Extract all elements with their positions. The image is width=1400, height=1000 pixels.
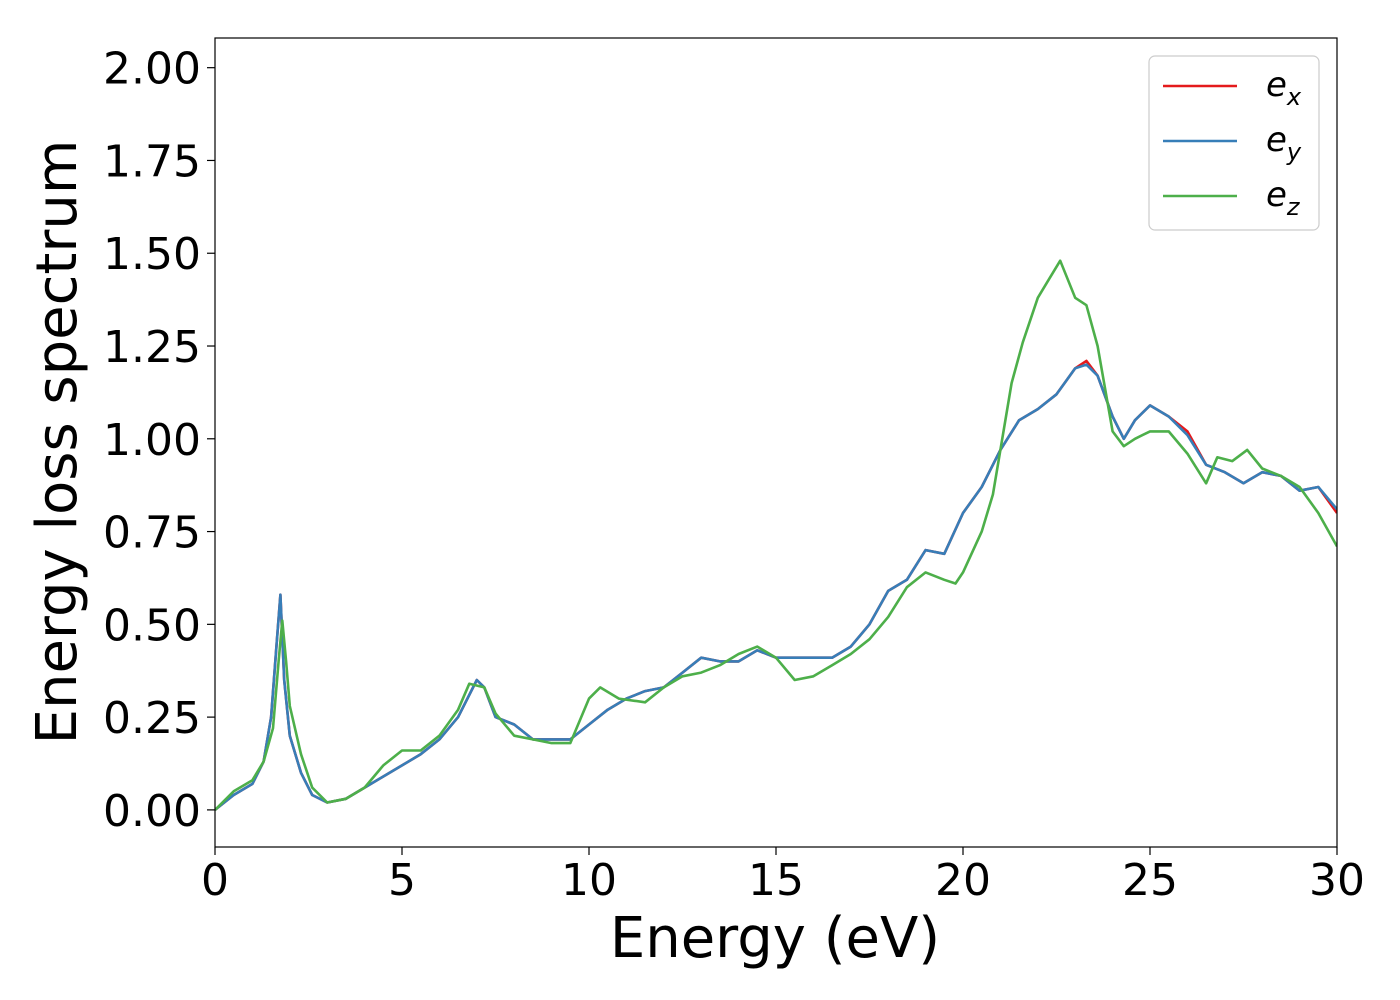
y-tick-label: 2.00 bbox=[103, 44, 201, 95]
legend-label-e_z: ez bbox=[1266, 175, 1301, 221]
x-tick-label: 20 bbox=[935, 855, 991, 906]
y-tick-label: 0.25 bbox=[103, 693, 201, 744]
y-tick-label: 0.50 bbox=[103, 600, 201, 651]
x-axis-title: Energy (eV) bbox=[610, 906, 940, 971]
x-tick-label: 5 bbox=[388, 855, 416, 906]
series-line-e_z bbox=[215, 259, 1337, 811]
legend-label-e_x: ex bbox=[1266, 65, 1302, 111]
x-tick-label: 30 bbox=[1309, 855, 1365, 906]
y-tick-label: 0.00 bbox=[103, 786, 201, 837]
y-tick-label: 1.75 bbox=[103, 136, 201, 187]
legend-label-e_y: ey bbox=[1266, 120, 1302, 166]
legend-box bbox=[1148, 55, 1320, 231]
x-tick-label: 15 bbox=[748, 855, 804, 906]
y-tick-label: 1.00 bbox=[103, 415, 201, 466]
legend: ex ey ez bbox=[1148, 55, 1320, 231]
x-tick-label: 10 bbox=[561, 855, 617, 906]
y-tick-label: 0.75 bbox=[103, 508, 201, 559]
x-tick-label: 25 bbox=[1122, 855, 1178, 906]
series-line-e_x bbox=[215, 359, 1337, 811]
y-axis-title: Energy loss spectrum bbox=[25, 140, 90, 745]
y-tick-label: 1.25 bbox=[103, 322, 201, 373]
y-tick-label: 1.50 bbox=[103, 229, 201, 280]
x-axis: 0 5 10 15 20 25 30 bbox=[201, 847, 1365, 906]
x-tick-label: 0 bbox=[201, 855, 229, 906]
y-axis: 0.00 0.25 0.50 0.75 1.00 1.25 1.50 1.75 2.00 bbox=[103, 44, 215, 837]
